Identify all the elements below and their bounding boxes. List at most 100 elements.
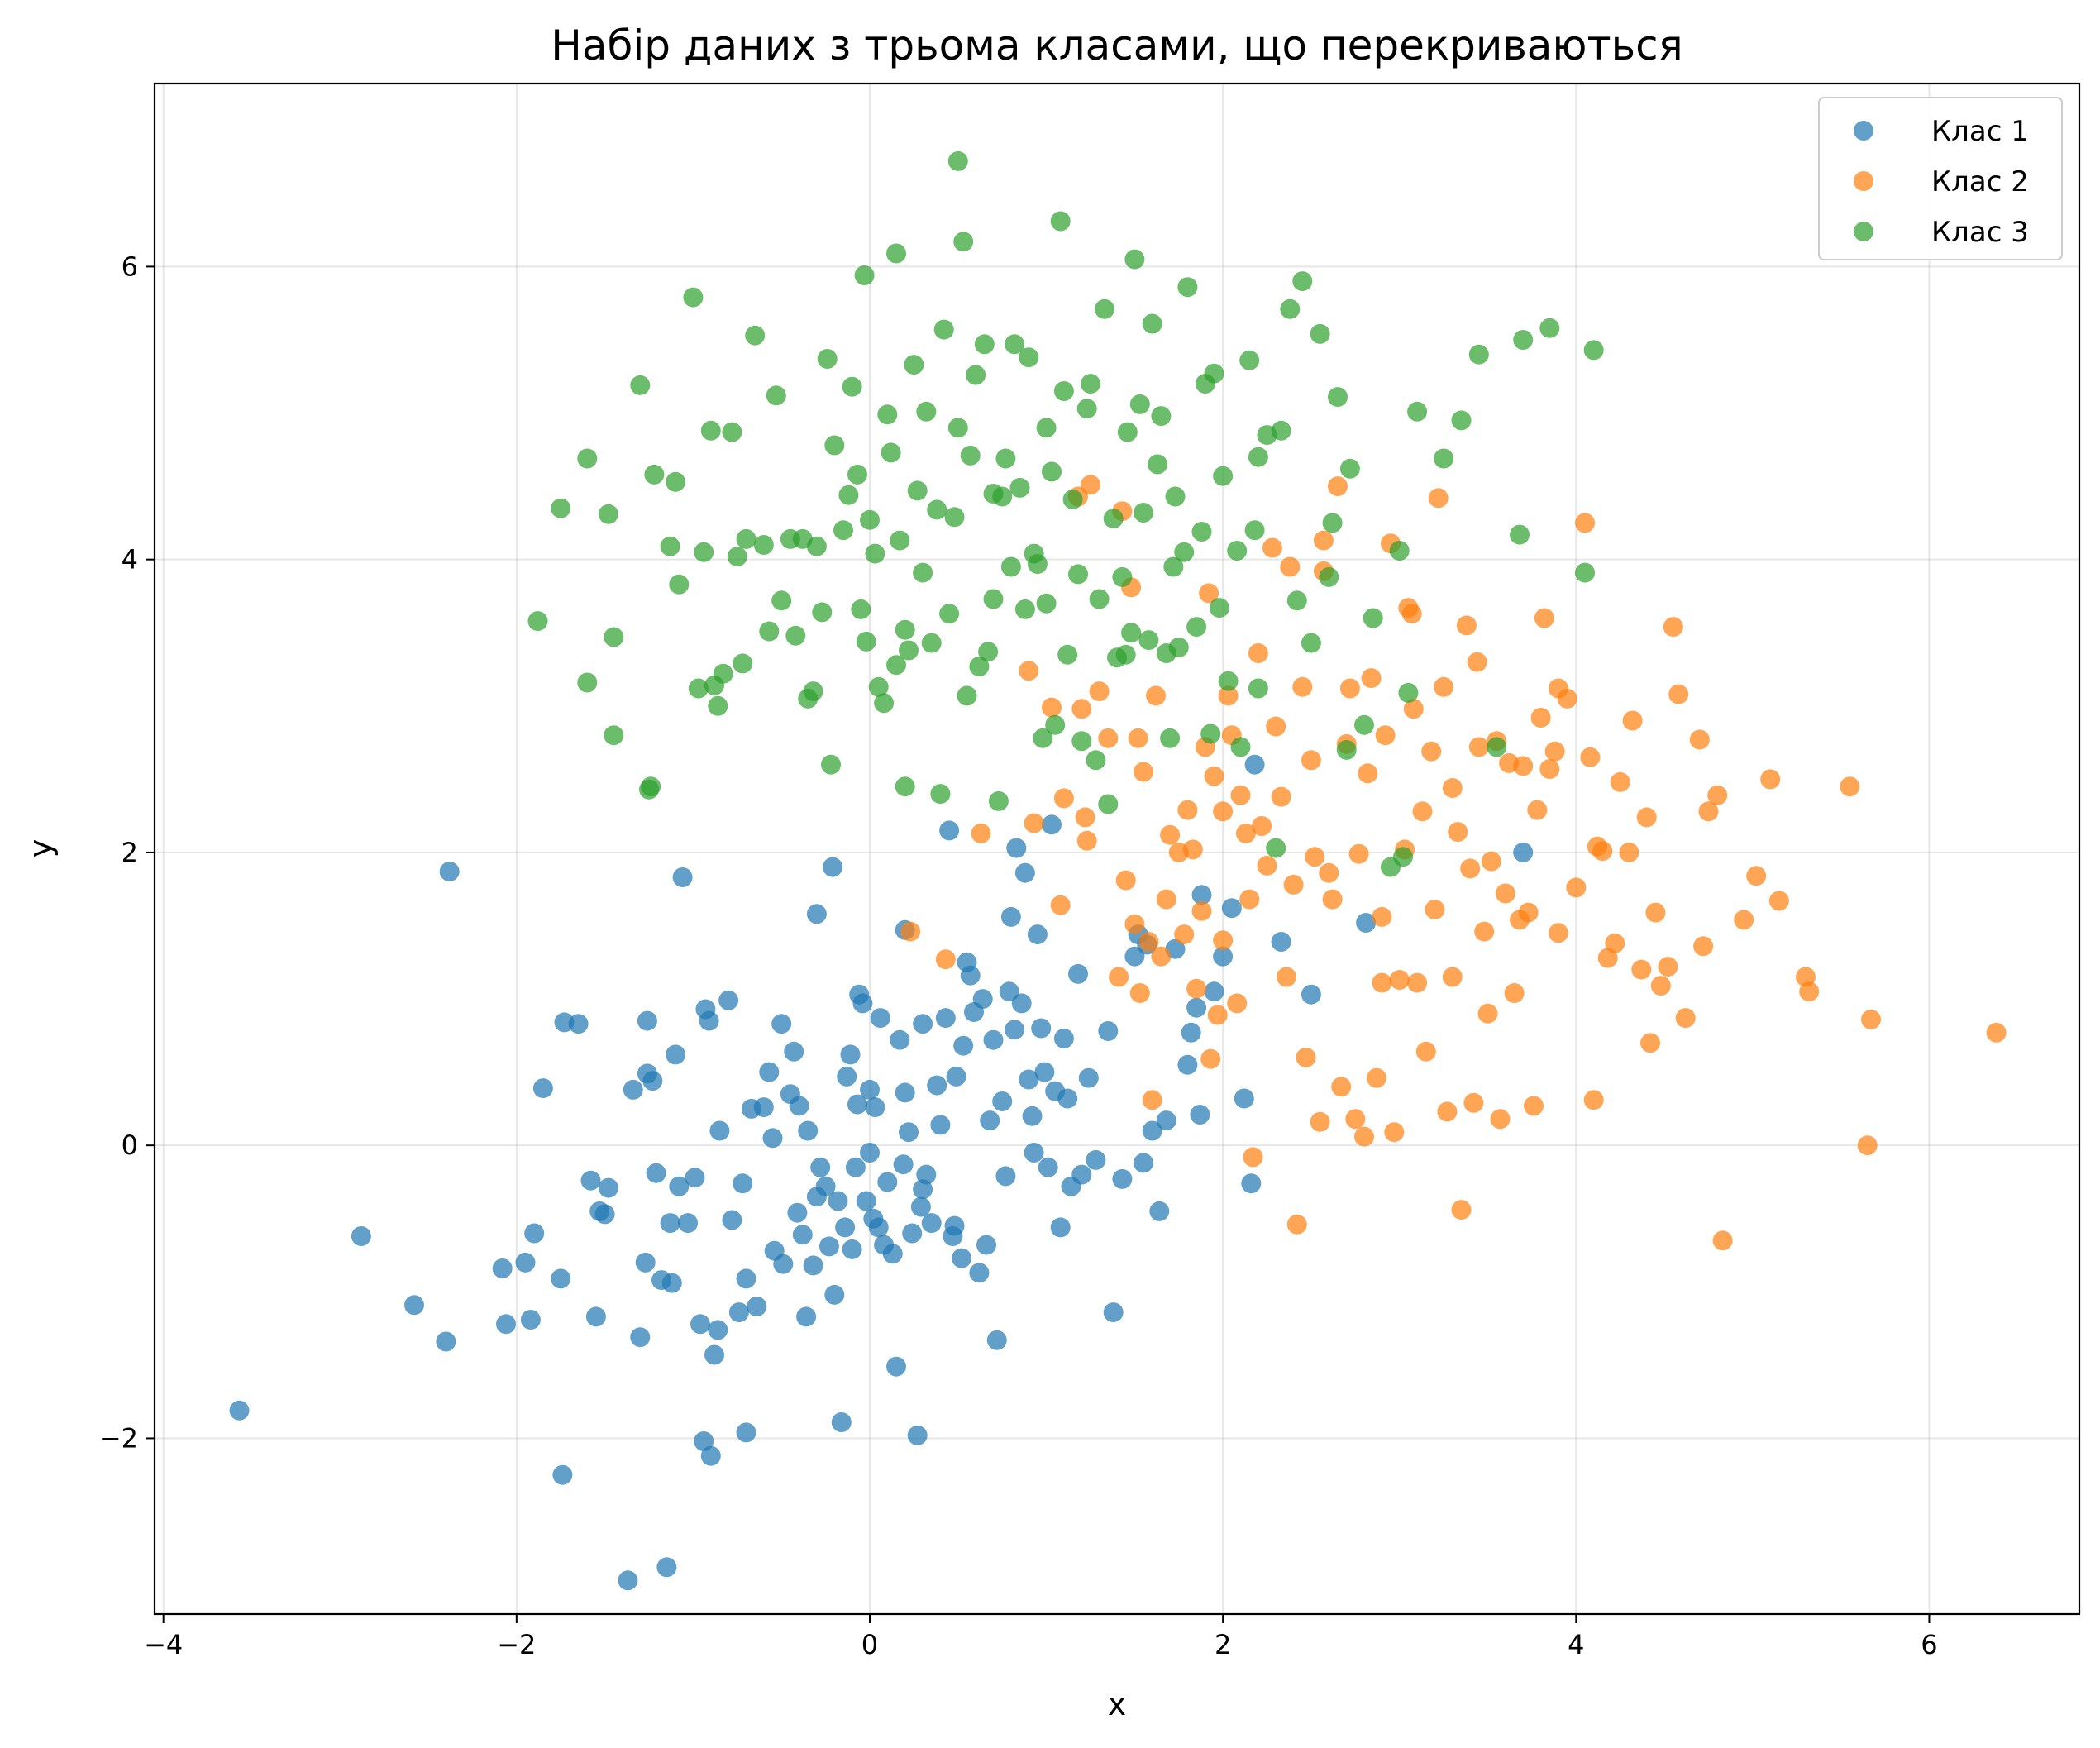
data-point [930,784,951,805]
legend-marker [1854,222,1873,241]
data-point [1534,608,1554,628]
data-point [524,1223,545,1244]
data-point [907,1425,928,1445]
data-point [983,589,1004,609]
data-point [1348,843,1369,864]
data-point [1840,776,1860,797]
data-point [1182,839,1203,860]
data-point [1271,420,1291,441]
data-point [1734,910,1754,930]
data-point [874,693,895,714]
data-point [1019,347,1039,368]
data-point [1019,661,1039,681]
data-point [831,1412,852,1432]
data-point [1322,513,1343,533]
data-point [1075,807,1095,828]
data-point [1024,813,1044,833]
data-point [1095,298,1114,319]
data-point [1631,959,1652,980]
x-tick-label: 0 [861,1629,878,1660]
data-point [1518,902,1539,923]
data-point [904,355,924,375]
data-point [1448,822,1468,843]
data-point [1393,847,1413,867]
data-point [1583,340,1604,361]
data-point [1098,1021,1119,1041]
data-point [1248,643,1268,663]
data-point [1207,1005,1228,1025]
data-point [1050,211,1071,232]
data-point [492,1258,513,1278]
data-point [1398,682,1419,703]
data-point [1168,637,1189,657]
data-point [1024,1143,1044,1163]
plot-area-frame [153,82,2081,1616]
data-point [1689,729,1710,750]
data-point [913,1179,933,1200]
data-point [637,1010,657,1031]
data-point [1200,724,1221,744]
y-tick-label: 2 [122,837,138,868]
data-point [753,1097,774,1118]
data-point [817,349,838,369]
data-point [1112,566,1133,587]
data-point [1310,323,1330,344]
data-point [552,1464,573,1485]
data-point [762,1128,783,1149]
data-point [895,1082,915,1103]
grid [155,84,2079,1614]
data-point [1487,737,1507,757]
data-point [1490,1109,1511,1130]
data-point [733,653,753,674]
data-point [983,1029,1004,1050]
data-point [882,1244,903,1264]
data-point [1089,589,1110,609]
data-point [1280,298,1301,319]
data-point [860,1079,880,1100]
data-point [736,528,756,549]
data-point [642,1071,663,1091]
data-point [1286,590,1307,611]
data-point [1006,838,1027,858]
data-point [1128,728,1148,748]
data-point [604,627,624,647]
data-point [694,542,714,562]
data-point [630,1327,651,1348]
data-point [1361,668,1382,689]
data-point [1174,542,1195,562]
data-point [1050,895,1071,915]
data-point [969,657,990,676]
data-point [1124,946,1145,967]
data-point [988,790,1009,811]
y-tick-label: 0 [122,1130,138,1161]
data-point [1412,801,1433,822]
data-point [1081,374,1100,394]
data-point [1322,889,1343,910]
data-point [856,631,876,652]
data-point [1310,1111,1330,1132]
data-point [913,562,933,583]
data-point [860,1143,880,1163]
data-point [641,776,661,797]
data-point [1768,891,1789,911]
data-point [986,1330,1007,1350]
data-point [835,1217,856,1238]
y-axis-label: y [22,839,59,858]
data-point [1257,855,1277,876]
data-point [1415,1041,1436,1062]
data-point [798,1120,819,1141]
data-point [1456,615,1477,636]
data-point [1199,583,1219,604]
data-point [1191,885,1212,905]
x-tick-label: 4 [1568,1629,1584,1660]
data-point [1693,936,1714,957]
data-point [1142,1120,1162,1141]
data-point [946,1066,966,1087]
data-point [935,1008,956,1029]
data-point [728,1302,749,1323]
data-point [895,619,915,640]
data-point [900,921,921,942]
data-point [1451,410,1472,431]
data-point [1124,249,1145,270]
data-point [1463,1092,1484,1113]
